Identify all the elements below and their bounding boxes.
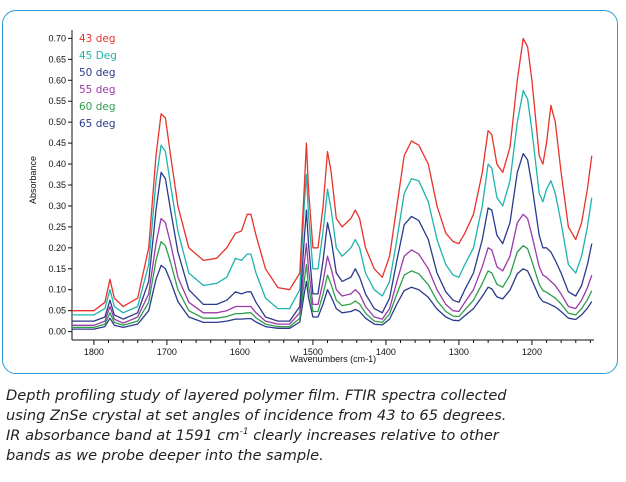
figure-caption: Depth profiling study of layered polymer… xyxy=(6,386,618,466)
series-line xyxy=(72,37,593,312)
y-tick-label: 0.40 xyxy=(48,159,66,169)
caption-line: IR absorbance band at 1591 cm-1 clearly … xyxy=(6,426,618,446)
chart-frame xyxy=(2,10,618,374)
series-line xyxy=(72,240,593,329)
y-tick-label: 0.30 xyxy=(48,201,66,211)
caption-text: clearly increases relative to other xyxy=(248,427,499,444)
legend-entry: 45 Deg xyxy=(79,50,117,62)
x-axis-title: Wavenumbers (cm-1) xyxy=(290,354,376,364)
x-tick-label: 1200 xyxy=(522,347,542,357)
y-tick-label: 0.10 xyxy=(48,285,66,295)
y-tick-label: 0.60 xyxy=(48,75,66,85)
x-ticks: 1800 1700 1600 1500 1400 1300 1200 xyxy=(84,340,591,357)
y-tick-label: 0.15 xyxy=(48,264,66,274)
series-line xyxy=(72,213,593,326)
caption-line: Depth profiling study of layered polymer… xyxy=(6,387,507,404)
spectra-chart: 0.00 0.05 0.10 0.15 0.20 0.25 0.30 0.35 0.40 0.45… xyxy=(28,30,594,364)
y-tick-label: 0.55 xyxy=(48,96,66,106)
y-tick-label: 0.25 xyxy=(48,222,66,232)
x-tick-label: 1300 xyxy=(449,347,469,357)
y-ticks: 0.00 0.05 0.10 0.15 0.20 0.25 0.30 0.35 0.40 0.45… xyxy=(48,33,72,337)
legend-entry: 50 deg xyxy=(79,67,116,79)
x-tick-label: 1700 xyxy=(157,347,177,357)
series-line xyxy=(72,264,593,330)
y-axis-title: Absorbance xyxy=(28,156,38,204)
x-tick-label: 1600 xyxy=(230,347,250,357)
legend-entry: 60 deg xyxy=(79,101,116,113)
y-tick-label: 0.00 xyxy=(48,327,66,337)
y-tick-label: 0.05 xyxy=(48,306,66,316)
legend: 43 deg 45 Deg 50 deg 55 deg 60 deg 65 deg xyxy=(79,33,117,130)
x-tick-label: 1500 xyxy=(303,347,323,357)
y-tick-label: 0.20 xyxy=(48,243,66,253)
legend-entry: 55 deg xyxy=(79,84,116,96)
y-tick-label: 0.65 xyxy=(48,54,66,64)
y-tick-label: 0.70 xyxy=(48,33,66,43)
caption-line: bands as we probe deeper into the sample… xyxy=(6,447,324,464)
legend-entry: 43 deg xyxy=(79,33,116,45)
y-tick-label: 0.45 xyxy=(48,138,66,148)
x-tick-label: 1800 xyxy=(84,347,104,357)
x-tick-label: 1400 xyxy=(376,347,396,357)
caption-line: using ZnSe crystal at set angles of inci… xyxy=(6,407,507,424)
legend-entry: 65 deg xyxy=(79,118,116,130)
caption-superscript: -1 xyxy=(239,427,249,438)
series-line xyxy=(72,152,593,322)
series-layer xyxy=(72,37,593,330)
caption-text: IR absorbance band at 1591 cm xyxy=(6,427,240,444)
y-tick-label: 0.50 xyxy=(48,117,66,127)
y-tick-label: 0.35 xyxy=(48,180,66,190)
series-line xyxy=(72,90,593,316)
